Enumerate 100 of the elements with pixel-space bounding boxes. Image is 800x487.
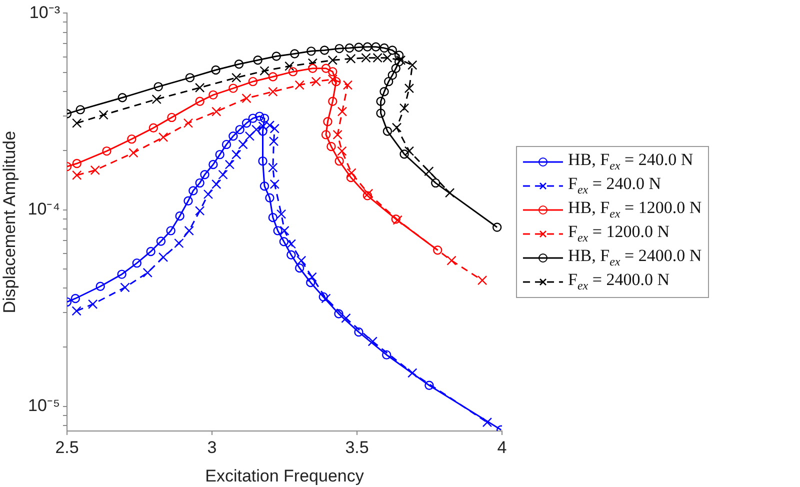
point (337, 106, 348, 116)
point (72, 306, 82, 316)
point (288, 67, 298, 76)
point (258, 156, 268, 166)
point (328, 55, 338, 65)
point (354, 42, 364, 52)
point (152, 94, 162, 104)
point (72, 170, 82, 180)
point (326, 142, 336, 152)
legend-label: HB, F$_{ex}$ = 1200.0 N (568, 198, 702, 222)
point (268, 86, 278, 96)
point (424, 166, 434, 176)
point (194, 206, 205, 216)
point (254, 112, 264, 121)
point (286, 250, 296, 260)
point (175, 211, 184, 221)
point (391, 214, 400, 224)
point (404, 146, 414, 156)
point (248, 76, 258, 86)
point (167, 112, 176, 122)
point (203, 189, 214, 200)
point (341, 313, 351, 324)
point (362, 42, 372, 52)
point (222, 140, 232, 150)
point (306, 278, 316, 288)
point (492, 222, 502, 232)
point (346, 168, 356, 178)
point (211, 65, 220, 75)
point (96, 282, 105, 291)
point (477, 275, 488, 286)
point (218, 170, 228, 180)
point (242, 118, 252, 128)
point (184, 226, 194, 236)
point (279, 237, 289, 246)
point (258, 126, 268, 136)
point (183, 118, 194, 128)
point (318, 292, 328, 302)
point (142, 268, 152, 278)
point (334, 309, 344, 318)
point (174, 238, 184, 248)
point (334, 44, 344, 54)
point (88, 299, 98, 310)
point (146, 246, 156, 256)
point (382, 126, 392, 136)
point (234, 59, 244, 69)
point (253, 56, 262, 65)
point (268, 212, 278, 222)
point (120, 282, 130, 292)
point (265, 193, 274, 202)
point (328, 96, 338, 106)
point (224, 160, 235, 170)
point (208, 160, 218, 170)
point (294, 263, 304, 273)
point (346, 172, 356, 182)
point (388, 70, 397, 80)
point (212, 179, 222, 190)
point (156, 236, 166, 246)
point (98, 110, 108, 120)
point (296, 256, 306, 266)
point (228, 84, 238, 93)
point (388, 46, 397, 55)
point (273, 226, 282, 236)
point (384, 76, 394, 86)
point (166, 226, 176, 236)
point (284, 61, 294, 71)
point (242, 93, 252, 104)
point (212, 106, 222, 116)
point (264, 120, 275, 130)
point (354, 327, 364, 337)
point (342, 80, 353, 90)
point (148, 123, 158, 132)
point (188, 186, 198, 196)
point (371, 42, 380, 52)
point (328, 67, 338, 76)
point (154, 82, 163, 92)
point (228, 132, 238, 141)
point (260, 114, 270, 123)
point (270, 179, 280, 190)
point (306, 46, 316, 56)
point (244, 131, 255, 141)
point (127, 134, 136, 144)
point (344, 43, 354, 53)
point (308, 64, 318, 73)
point (268, 136, 279, 146)
point (280, 226, 290, 236)
point (408, 368, 418, 378)
point (334, 156, 344, 166)
point (158, 132, 168, 142)
point (444, 188, 455, 198)
point (372, 52, 382, 63)
point (290, 49, 300, 58)
point (382, 350, 392, 360)
legend-label: HB, F$_{ex}$ = 240.0 N (568, 150, 694, 174)
point (260, 182, 270, 191)
point (323, 116, 332, 126)
point (294, 80, 304, 90)
point (248, 114, 258, 123)
point (368, 336, 378, 346)
point (394, 50, 404, 60)
point (76, 105, 85, 114)
